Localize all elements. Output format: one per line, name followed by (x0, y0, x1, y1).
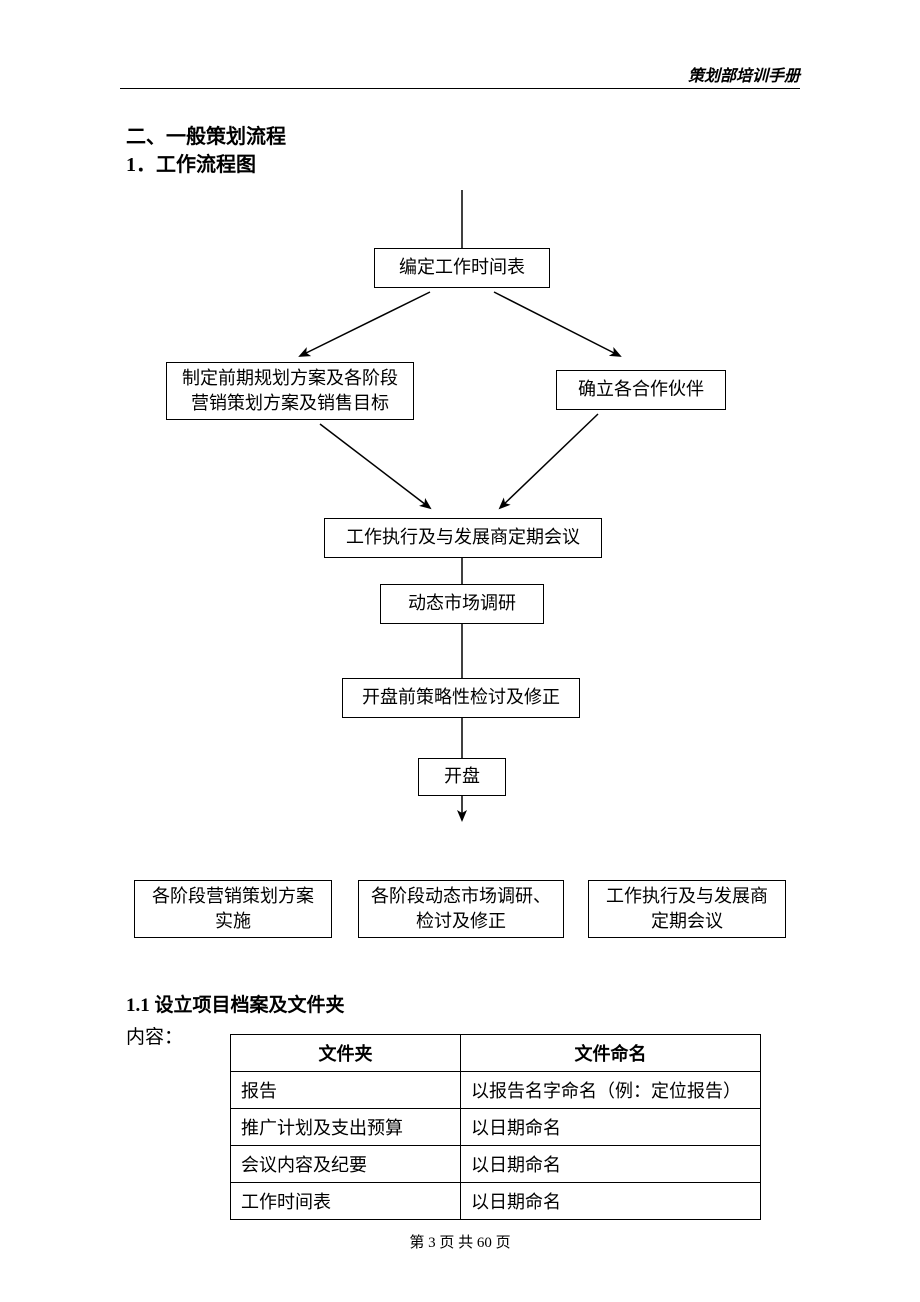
table-cell: 以报告名字命名（例：定位报告） (461, 1072, 761, 1109)
flow-node: 工作执行及与发展商定期会议 (324, 518, 602, 558)
flow-node: 各阶段营销策划方案实施 (134, 880, 332, 938)
flow-node: 开盘前策略性检讨及修正 (342, 678, 580, 718)
flow-node: 各阶段动态市场调研、检讨及修正 (358, 880, 564, 938)
table-row: 工作时间表以日期命名 (231, 1183, 761, 1220)
table-cell: 以日期命名 (461, 1146, 761, 1183)
flowchart: 编定工作时间表制定前期规划方案及各阶段营销策划方案及销售目标 确立各合作伙伴工作执… (120, 180, 800, 960)
table-header: 文件命名 (461, 1035, 761, 1072)
page-footer: 第 3 页 共 60 页 (0, 1231, 920, 1252)
page-header-title: 策划部培训手册 (688, 62, 800, 86)
flowchart-arrows (120, 180, 800, 960)
flow-node: 编定工作时间表 (374, 248, 550, 288)
subsection-heading: 1．工作流程图 (126, 148, 256, 177)
folder-naming-table: 文件夹 文件命名 报告以报告名字命名（例：定位报告）推广计划及支出预算以日期命名… (230, 1034, 761, 1220)
table-row: 会议内容及纪要以日期命名 (231, 1146, 761, 1183)
content-label: 内容： (126, 1022, 183, 1049)
flow-node: 动态市场调研 (380, 584, 544, 624)
header-rule (120, 88, 800, 89)
flow-node: 制定前期规划方案及各阶段营销策划方案及销售目标 (166, 362, 414, 420)
table-cell: 以日期命名 (461, 1183, 761, 1220)
table-cell: 工作时间表 (231, 1183, 461, 1220)
subsection-1-1: 1.1 设立项目档案及文件夹 (126, 990, 345, 1017)
table-cell: 报告 (231, 1072, 461, 1109)
flow-node: 工作执行及与发展商定期会议 (588, 880, 786, 938)
table-row: 报告以报告名字命名（例：定位报告） (231, 1072, 761, 1109)
flow-node: 开盘 (418, 758, 506, 796)
table-cell: 以日期命名 (461, 1109, 761, 1146)
table-row: 推广计划及支出预算以日期命名 (231, 1109, 761, 1146)
table-cell: 会议内容及纪要 (231, 1146, 461, 1183)
table-cell: 推广计划及支出预算 (231, 1109, 461, 1146)
flow-node: 确立各合作伙伴 (556, 370, 726, 410)
section-heading: 二、一般策划流程 (126, 120, 286, 149)
table-header: 文件夹 (231, 1035, 461, 1072)
